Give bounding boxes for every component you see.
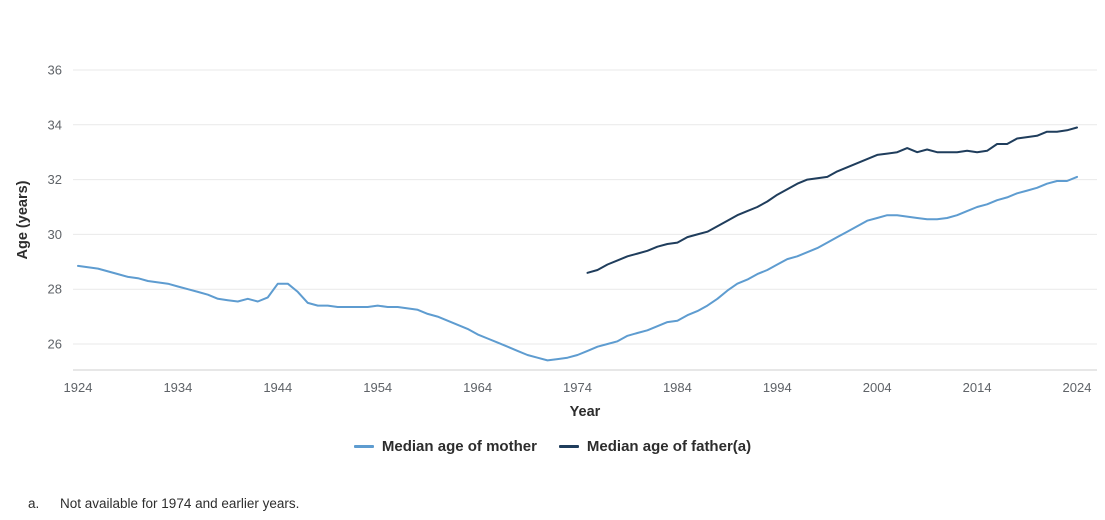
x-tick-label-2004: 2004 xyxy=(863,380,892,395)
mother-series-swatch xyxy=(353,445,374,448)
y-tick-label-26: 26 xyxy=(48,337,62,352)
footnote-marker: a. xyxy=(28,496,40,511)
x-tick-label-2014: 2014 xyxy=(963,380,992,395)
x-tick-label-1984: 1984 xyxy=(663,380,692,395)
x-tick-label-1934: 1934 xyxy=(163,380,192,395)
father-series-swatch xyxy=(558,445,579,448)
x-tick-label-2024: 2024 xyxy=(1063,380,1092,395)
legend-label-mother: Median age of mother xyxy=(381,438,537,455)
legend-item-father[interactable]: Median age of father(a) xyxy=(558,438,752,455)
y-tick-label-34: 34 xyxy=(48,117,62,132)
y-axis-title: Age (years) xyxy=(15,180,31,259)
line-chart-plot: 26 28 30 32 34 36 1924 1934 1944 1954 1964 1974 1984… xyxy=(15,63,1097,420)
x-tick-label-1964: 1964 xyxy=(463,380,492,395)
x-tick-label-1974: 1974 xyxy=(563,380,592,395)
chart-legend: Median age of mother Median age of fathe… xyxy=(0,438,1105,455)
y-tick-label-36: 36 xyxy=(48,63,62,78)
x-axis-title: Year xyxy=(570,404,601,420)
footnote-text: Not available for 1974 and earlier years… xyxy=(60,496,300,511)
x-tick-label-1924: 1924 xyxy=(64,380,93,395)
x-tick-label-1944: 1944 xyxy=(263,380,292,395)
x-tick-label-1994: 1994 xyxy=(763,380,792,395)
footnote: a. Not available for 1974 and earlier yea… xyxy=(28,496,299,511)
series-line-father xyxy=(586,126,1078,274)
y-tick-label-32: 32 xyxy=(48,172,62,187)
legend-item-mother[interactable]: Median age of mother xyxy=(353,438,537,455)
series-line-mother xyxy=(77,175,1078,362)
legend-label-father: Median age of father(a) xyxy=(586,438,752,455)
y-tick-label-28: 28 xyxy=(48,282,62,297)
y-tick-label-30: 30 xyxy=(48,227,62,242)
x-tick-label-1954: 1954 xyxy=(363,380,392,395)
